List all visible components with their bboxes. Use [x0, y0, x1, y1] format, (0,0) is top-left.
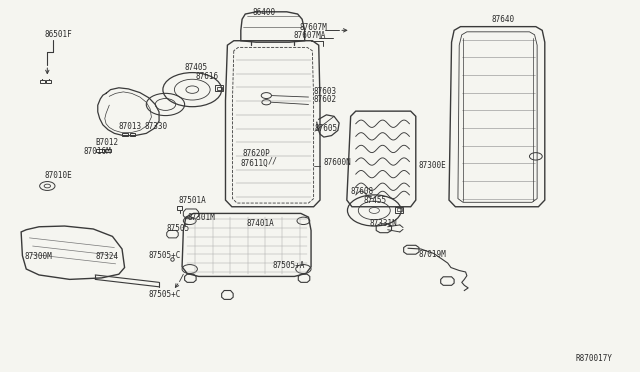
- Text: 87013: 87013: [119, 122, 142, 131]
- Text: 87016M: 87016M: [84, 147, 111, 156]
- Text: 87640: 87640: [491, 15, 515, 25]
- Text: 87505: 87505: [167, 224, 190, 233]
- Text: 87300E: 87300E: [419, 161, 446, 170]
- Text: 87605: 87605: [315, 124, 338, 134]
- Text: 87603: 87603: [314, 87, 337, 96]
- Text: 87505+C: 87505+C: [149, 251, 181, 260]
- Text: 86400: 86400: [253, 8, 276, 17]
- Text: 87405: 87405: [184, 63, 208, 72]
- Text: 87608: 87608: [351, 187, 374, 196]
- Text: 87620P: 87620P: [242, 149, 270, 158]
- Text: R870017Y: R870017Y: [575, 354, 612, 363]
- Text: 87300M: 87300M: [25, 252, 52, 261]
- Text: 87607M: 87607M: [300, 23, 327, 32]
- Text: B7012: B7012: [95, 138, 118, 147]
- Text: 87324: 87324: [95, 252, 118, 261]
- Text: 87600N: 87600N: [324, 158, 351, 167]
- Text: 87301M: 87301M: [187, 213, 215, 222]
- Text: 87505+A: 87505+A: [272, 262, 305, 270]
- Text: 86501F: 86501F: [44, 30, 72, 39]
- Text: 87501A: 87501A: [178, 196, 206, 205]
- Text: 87455: 87455: [364, 196, 387, 205]
- Text: 87616: 87616: [195, 73, 219, 81]
- Text: 87330: 87330: [145, 122, 168, 131]
- Text: 87607MA: 87607MA: [293, 31, 326, 40]
- Text: 87602: 87602: [314, 95, 337, 104]
- Text: 87331N: 87331N: [370, 219, 397, 228]
- Text: //: //: [268, 157, 278, 166]
- Text: 87505+C: 87505+C: [149, 290, 181, 299]
- Text: 87010E: 87010E: [44, 171, 72, 180]
- Text: 87019M: 87019M: [419, 250, 447, 259]
- Text: 87401A: 87401A: [246, 218, 275, 228]
- Text: 87611Q: 87611Q: [240, 158, 268, 167]
